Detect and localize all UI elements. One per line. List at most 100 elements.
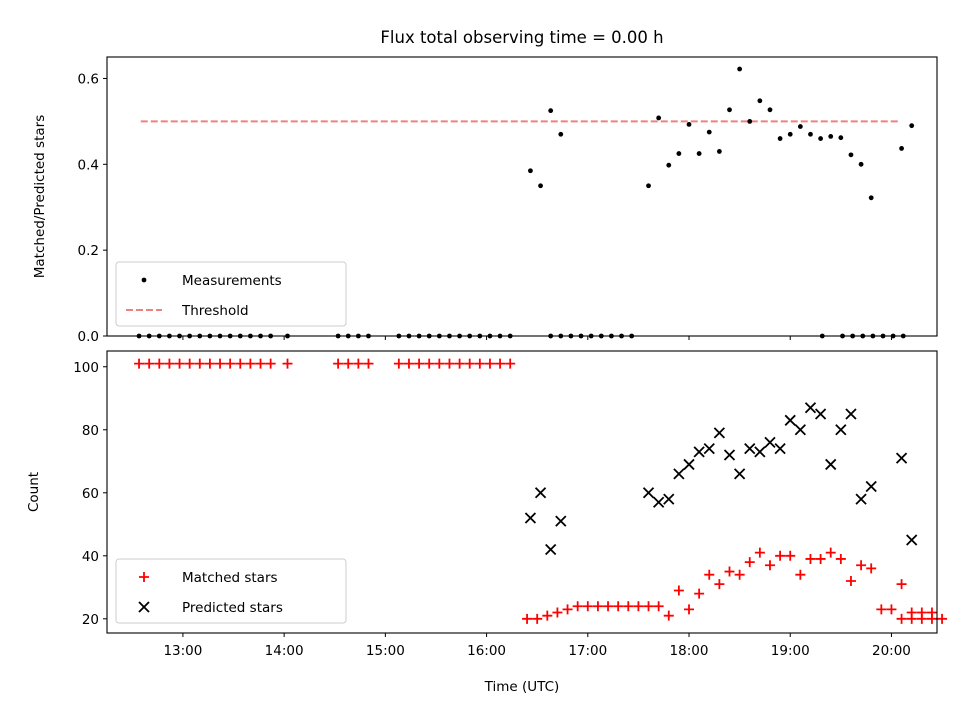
y-tick-label: 0.4 xyxy=(78,157,99,173)
predicted-star-point xyxy=(764,436,776,449)
matched-star-point xyxy=(623,601,634,612)
measurement-point xyxy=(909,123,915,129)
matched-star-point xyxy=(694,588,705,599)
legend-label: Predicted stars xyxy=(182,600,283,616)
matched-star-point xyxy=(734,569,745,580)
matched-star-point xyxy=(663,610,674,621)
matched-star-point xyxy=(532,613,543,624)
matched-star-point xyxy=(464,358,475,369)
chart-title: Flux total observing time = 0.00 h xyxy=(380,28,663,47)
y-tick-label: 0.0 xyxy=(78,329,99,345)
predicted-star-point xyxy=(906,534,918,546)
predicted-star-point xyxy=(642,487,655,499)
legend-box xyxy=(115,261,347,327)
matched-star-point xyxy=(562,604,573,615)
measurement-point xyxy=(528,168,533,174)
matched-star-point xyxy=(603,601,614,612)
measurement-point xyxy=(656,115,662,121)
x-tick-label: 17:00 xyxy=(568,643,607,659)
measurement-point xyxy=(666,162,672,168)
measurement-point xyxy=(696,151,702,156)
matched-star-point xyxy=(353,358,364,369)
x-tick-label: 19:00 xyxy=(771,643,810,659)
measurement-point xyxy=(838,135,844,141)
matched-star-point xyxy=(495,358,506,369)
predicted-star-point xyxy=(723,449,736,461)
legend-measurements-marker xyxy=(141,277,147,283)
predicted-star-point xyxy=(895,452,908,464)
matched-star-point xyxy=(916,607,927,618)
measurement-point xyxy=(757,98,763,104)
matched-star-point xyxy=(845,576,856,587)
predicted-star-point xyxy=(673,468,685,480)
predicted-star-point xyxy=(845,408,857,420)
predicted-star-point xyxy=(774,443,786,455)
measurement-point xyxy=(558,131,564,137)
predicted-star-point xyxy=(865,480,877,493)
y-tick-label: 40 xyxy=(82,549,99,565)
matched-star-point xyxy=(552,607,563,618)
matched-star-point xyxy=(815,553,826,564)
measurement-point xyxy=(747,118,753,124)
matched-star-point xyxy=(194,358,205,369)
matched-star-point xyxy=(775,550,786,561)
matched-star-point xyxy=(363,358,374,369)
legend-predicted-marker xyxy=(138,601,150,613)
matched-star-point xyxy=(896,579,907,590)
predicted-star-point xyxy=(653,496,665,508)
matched-star-point xyxy=(613,601,624,612)
measurement-point xyxy=(538,183,543,189)
matched-star-point xyxy=(582,601,593,612)
measurement-point xyxy=(818,136,823,141)
top-y-axis-label: Matched/Predicted stars xyxy=(32,115,48,278)
y-tick-label: 60 xyxy=(82,486,99,502)
matched-star-point xyxy=(414,358,425,369)
measurement-point xyxy=(686,121,692,127)
y-tick-label: 100 xyxy=(73,360,99,376)
y-tick-label: 0.6 xyxy=(78,71,99,87)
matched-star-point xyxy=(866,563,877,574)
predicted-star-point xyxy=(835,424,847,436)
matched-star-point xyxy=(144,358,155,369)
x-tick-label: 18:00 xyxy=(670,643,709,659)
measurement-point xyxy=(548,108,554,114)
predicted-star-point xyxy=(703,443,715,455)
measurement-point xyxy=(858,161,864,167)
matched-star-point xyxy=(906,607,917,618)
matched-star-point xyxy=(714,579,725,590)
matched-star-point xyxy=(643,601,654,612)
matched-star-point xyxy=(434,358,445,369)
measurement-point xyxy=(716,149,722,154)
predicted-star-point xyxy=(804,402,817,414)
legend-matched-marker xyxy=(139,572,149,582)
predicted-star-point xyxy=(744,443,756,455)
matched-star-point xyxy=(673,585,684,596)
legend-label: Matched stars xyxy=(182,570,278,586)
measurement-point xyxy=(868,195,874,201)
measurement-point xyxy=(787,131,793,137)
matched-star-point xyxy=(764,560,775,571)
measurement-point xyxy=(808,131,813,137)
matched-star-point xyxy=(255,358,266,369)
bottom-panel: 20 40 60 80 100 13:00 14:00 15:00 16:00 17:00 18:0… xyxy=(73,350,948,659)
y-tick-label: 0.2 xyxy=(78,243,99,259)
measurement-point xyxy=(828,134,834,139)
matched-star-point xyxy=(653,601,664,612)
predicted-star-point xyxy=(545,543,557,556)
x-tick-label: 20:00 xyxy=(872,643,911,659)
measurement-point xyxy=(646,183,651,189)
measurement-point xyxy=(767,107,773,113)
matched-star-point xyxy=(154,358,165,369)
matched-star-point xyxy=(235,358,246,369)
predicted-star-point xyxy=(733,468,746,480)
matched-star-point xyxy=(265,358,276,369)
x-tick-label: 15:00 xyxy=(366,643,405,659)
predicted-star-point xyxy=(524,512,537,524)
bottom-y-axis-label: Count xyxy=(26,472,42,512)
predicted-star-point xyxy=(814,408,827,420)
measurement-point xyxy=(727,107,732,113)
matched-star-point xyxy=(724,566,735,577)
top-panel: 0.0 0.2 0.4 0.6 Measurements Threshold xyxy=(78,56,938,345)
predicted-star-point xyxy=(555,515,567,527)
matched-star-point xyxy=(164,358,175,369)
